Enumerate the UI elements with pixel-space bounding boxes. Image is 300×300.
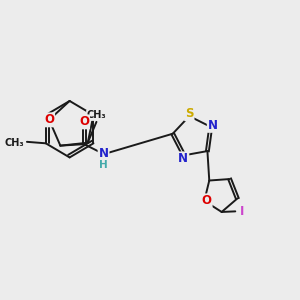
Text: O: O — [79, 116, 89, 128]
Text: I: I — [240, 205, 244, 218]
Text: O: O — [202, 194, 212, 207]
Text: H: H — [99, 160, 108, 170]
Text: N: N — [98, 147, 109, 160]
Text: CH₃: CH₃ — [4, 138, 24, 148]
Text: N: N — [178, 152, 188, 165]
Text: N: N — [208, 119, 218, 132]
Text: O: O — [44, 113, 54, 126]
Text: CH₃: CH₃ — [87, 110, 106, 120]
Text: S: S — [185, 107, 194, 120]
